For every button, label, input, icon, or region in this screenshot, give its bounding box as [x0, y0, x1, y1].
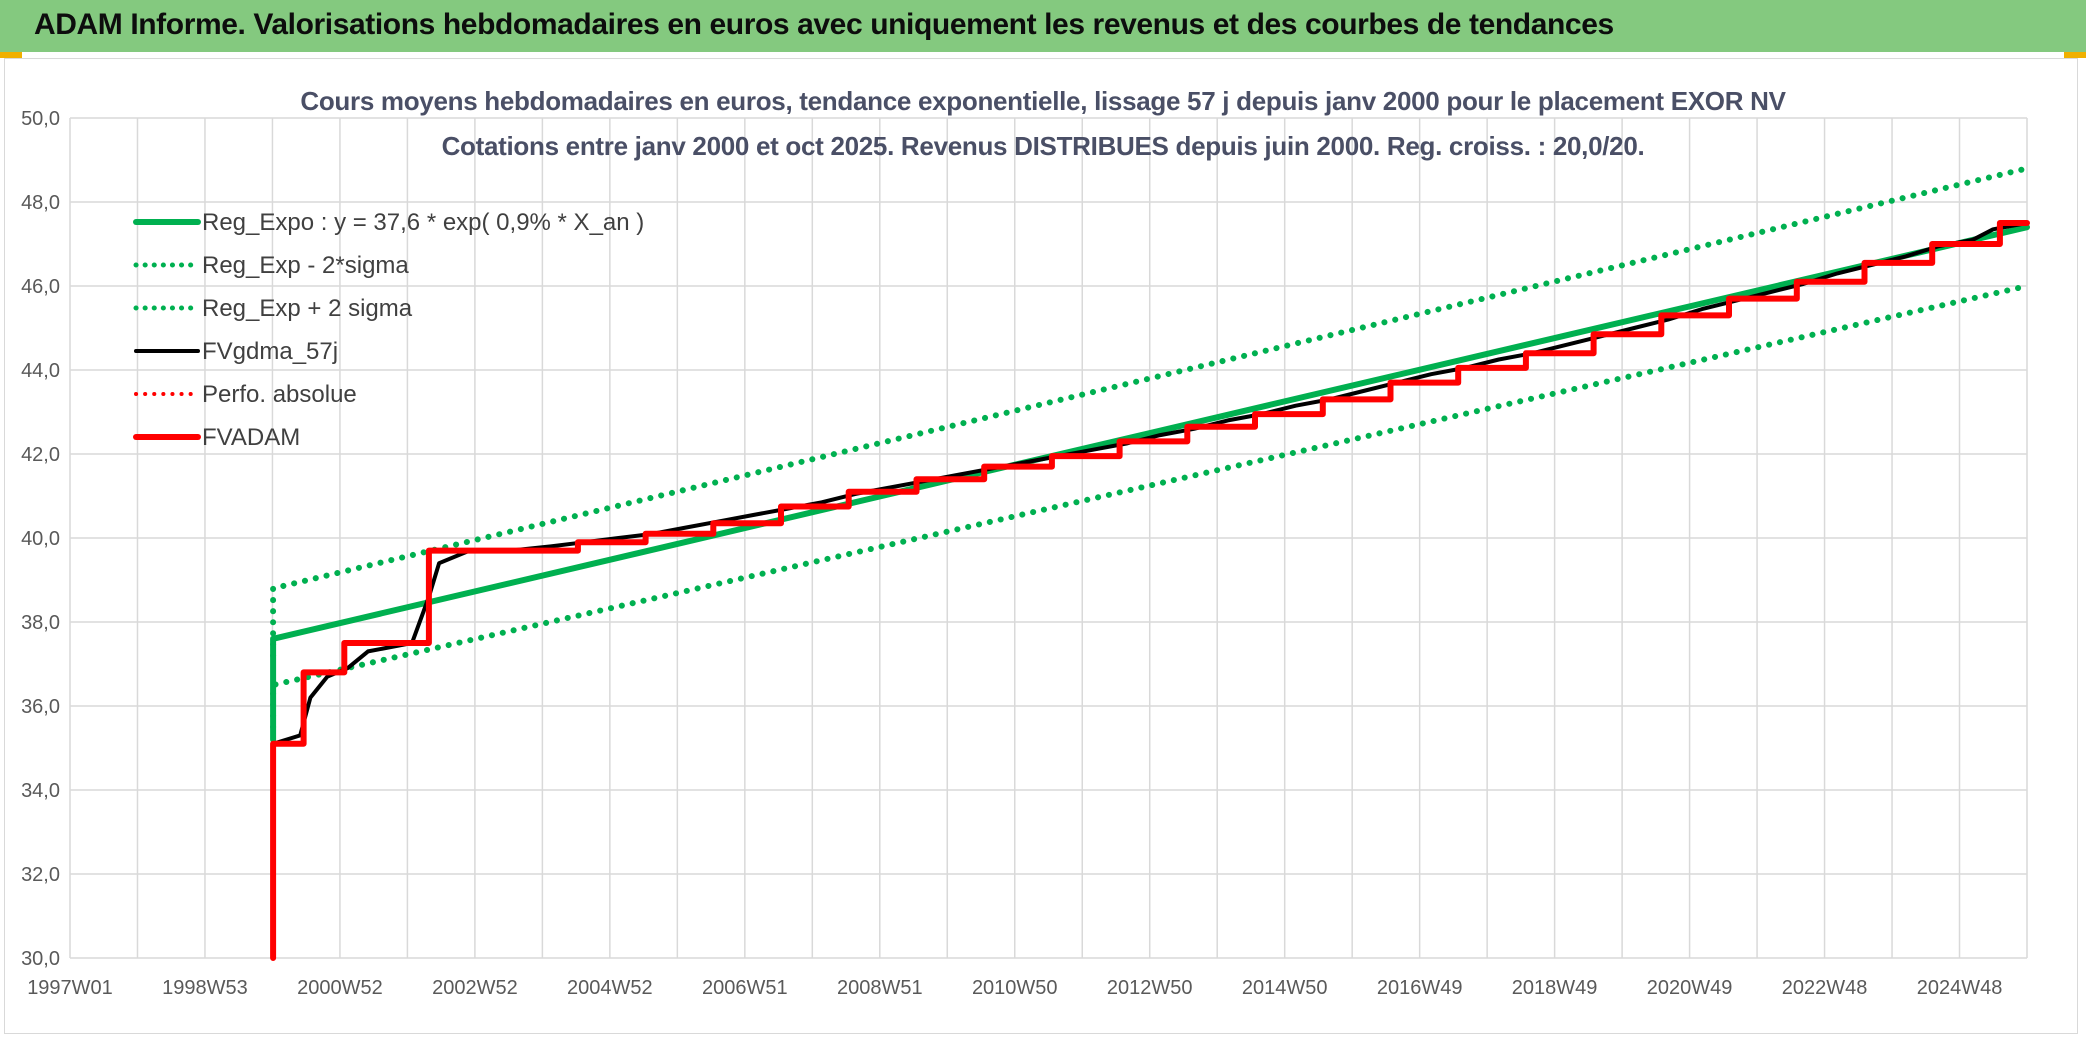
x-tick-label: 2018W49 — [1512, 977, 1598, 999]
y-tick-label: 46,0 — [21, 276, 60, 298]
y-tick-label: 36,0 — [21, 696, 60, 718]
legend-label: FVgdma_57j — [202, 338, 338, 365]
legend-label: FVADAM — [202, 424, 300, 451]
chart-frame — [4, 58, 2078, 1034]
y-tick-label: 34,0 — [21, 780, 60, 802]
chart-title: Cours moyens hebdomadaires en euros, ten… — [300, 86, 1786, 116]
x-tick-label: 2010W50 — [972, 977, 1058, 999]
y-tick-label: 40,0 — [21, 528, 60, 550]
x-tick-label: 2024W48 — [1917, 977, 2003, 999]
x-tick-label: 2012W50 — [1107, 977, 1193, 999]
x-tick-label: 2008W51 — [837, 977, 923, 999]
report-title: ADAM Informe. Valorisations hebdomadaire… — [34, 8, 1614, 41]
x-tick-label: 2006W51 — [702, 977, 788, 999]
y-tick-label: 44,0 — [21, 360, 60, 382]
x-tick-label: 2002W52 — [432, 977, 518, 999]
corner-mark-left — [0, 52, 22, 58]
y-tick-label: 32,0 — [21, 864, 60, 886]
legend-label: Reg_Expo : y = 37,6 * exp( 0,9% * X_an ) — [202, 209, 644, 236]
legend-label: Perfo. absolue — [202, 381, 357, 408]
y-tick-label: 50,0 — [21, 108, 60, 130]
series-line-6 — [270, 220, 2030, 961]
x-tick-label: 2014W50 — [1242, 977, 1328, 999]
series-line-3 — [270, 283, 2030, 730]
y-tick-label: 48,0 — [21, 192, 60, 214]
chart-subtitle: Cotations entre janv 2000 et oct 2025. R… — [441, 131, 1645, 161]
x-tick-label: 1997W01 — [27, 977, 113, 999]
legend-label: Reg_Exp - 2*sigma — [202, 252, 409, 279]
x-tick-label: 1998W53 — [162, 977, 248, 999]
series-line-2 — [270, 165, 2030, 659]
x-tick-label: 2004W52 — [567, 977, 653, 999]
legend-label: Reg_Exp + 2 sigma — [202, 295, 413, 322]
y-tick-label: 38,0 — [21, 612, 60, 634]
x-tick-label: 2000W52 — [297, 977, 383, 999]
y-tick-label: 30,0 — [21, 948, 60, 970]
x-tick-label: 2020W49 — [1647, 977, 1733, 999]
report-banner: ADAM Informe. Valorisations hebdomadaire… — [0, 0, 2086, 52]
x-tick-label: 2016W49 — [1377, 977, 1463, 999]
x-tick-label: 2022W48 — [1782, 977, 1868, 999]
y-tick-label: 42,0 — [21, 444, 60, 466]
corner-mark-right — [2064, 52, 2086, 58]
